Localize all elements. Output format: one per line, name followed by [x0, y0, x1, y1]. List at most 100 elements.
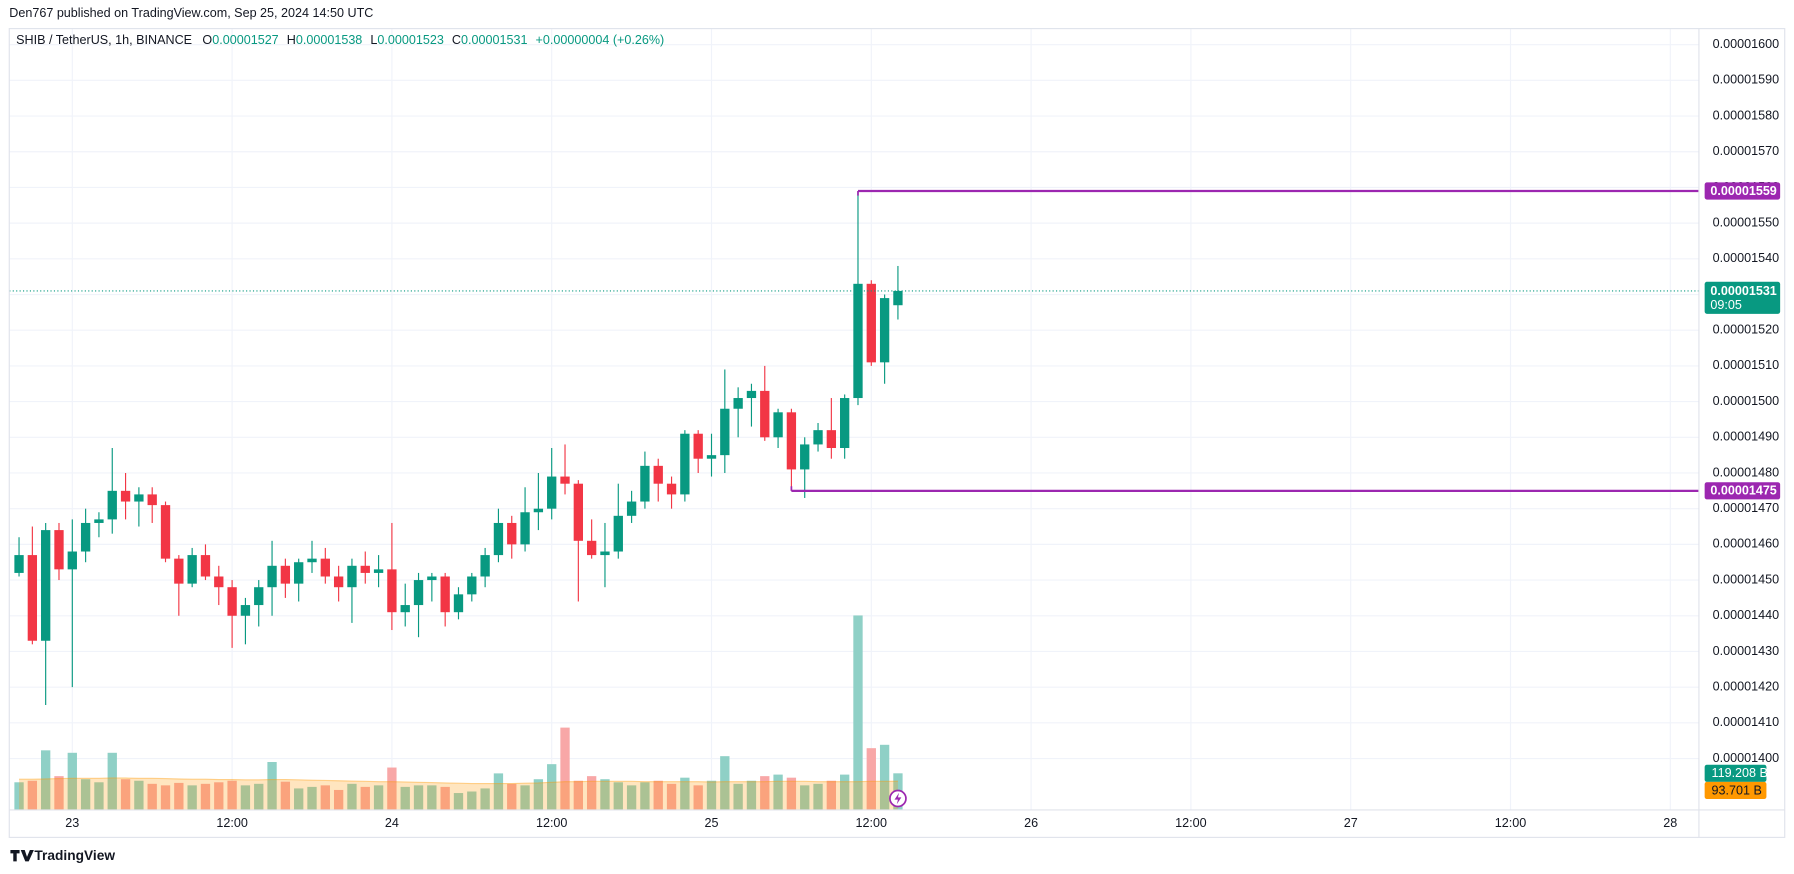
volume-bar — [573, 780, 583, 810]
candle-body — [147, 494, 157, 506]
volume-bar — [160, 785, 171, 810]
volume-bar — [453, 793, 464, 810]
l-label: L — [370, 34, 377, 48]
y-tick-label: 0.00001520 — [1713, 323, 1779, 337]
candle-body — [693, 433, 703, 459]
candle-body — [866, 283, 876, 363]
candle-body — [626, 501, 637, 516]
candle-body — [107, 490, 117, 520]
x-tick-label: 12:00 — [536, 816, 567, 830]
candle-body — [320, 558, 330, 577]
volume-bar — [733, 783, 743, 810]
y-tick-label: 0.00001450 — [1713, 572, 1779, 586]
y-tick-label: 0.00001510 — [1713, 358, 1779, 372]
volume-bar — [54, 776, 64, 810]
change: +0.00000004 (+0.26%) — [536, 34, 665, 48]
volume-bar — [400, 786, 410, 810]
candle-body — [307, 558, 317, 563]
price-pane — [9, 189, 1699, 808]
volume-bar — [600, 779, 610, 810]
o-label: O — [202, 34, 212, 48]
candle-body — [813, 430, 823, 445]
h-label: H — [287, 34, 296, 48]
y-tick-label: 0.00001490 — [1713, 430, 1779, 444]
candle-body — [214, 576, 224, 588]
volume-bar — [560, 727, 570, 810]
candle-body — [493, 522, 504, 556]
x-tick-label: 12:00 — [216, 816, 247, 830]
candle-body — [27, 555, 38, 641]
x-tick-label: 25 — [705, 816, 719, 830]
candle-body — [294, 562, 304, 584]
y-tick-label: 0.00001420 — [1713, 679, 1779, 693]
volume-bar — [866, 748, 876, 810]
volume-bar — [786, 777, 797, 810]
candle-body — [573, 483, 583, 541]
volume-bar — [320, 785, 330, 810]
level-label: 0.00001559 — [1710, 184, 1776, 198]
volume-bar — [720, 756, 730, 810]
candle-body — [134, 494, 144, 502]
brand: TradingView — [34, 848, 115, 863]
c-label: C — [452, 34, 461, 48]
volume-bar — [800, 785, 810, 810]
level-label: 0.00001475 — [1710, 484, 1776, 498]
volume-bar — [746, 780, 757, 810]
candle-body — [879, 298, 890, 363]
volume-bar — [813, 783, 823, 810]
x-tick-label: 26 — [1024, 816, 1038, 830]
y-tick-label: 0.00001470 — [1713, 501, 1779, 515]
candle-body — [174, 558, 184, 584]
y-tick-label: 0.00001570 — [1713, 144, 1779, 158]
volume-bar — [267, 762, 277, 810]
volume-label-box — [1704, 764, 1767, 782]
candle-body — [413, 580, 424, 606]
last-price-box — [1704, 281, 1781, 314]
volume-bar — [853, 615, 863, 810]
y-tick-label: 0.00001550 — [1713, 215, 1779, 229]
candle-body — [507, 522, 517, 545]
volume-bar — [360, 786, 370, 810]
volume-bar — [94, 782, 104, 810]
candle-body — [773, 412, 783, 438]
h-value: 0.00001538 — [296, 34, 362, 48]
volume-bar — [427, 785, 437, 810]
volume-bar — [347, 783, 357, 810]
volume-ma-line — [19, 777, 898, 785]
candle-body — [746, 390, 757, 399]
candle-body — [840, 398, 850, 449]
candle-body — [786, 412, 797, 470]
volume-bar — [373, 785, 384, 810]
symbol: SHIB / TetherUS, 1h, BINANCE — [16, 34, 192, 48]
footer-logo: TradingView — [10, 848, 115, 863]
volume-bar — [240, 785, 251, 810]
volume-bar — [107, 752, 117, 810]
volume-bar — [440, 786, 450, 810]
x-tick-label: 24 — [385, 816, 399, 830]
c-value: 0.00001531 — [461, 34, 527, 48]
volume-ma-area — [19, 777, 898, 810]
candle-body — [706, 455, 717, 459]
y-tick-label: 0.00001540 — [1713, 251, 1779, 265]
volume-bar — [67, 752, 77, 810]
volume-bar — [200, 783, 211, 810]
candle-body — [826, 430, 837, 449]
candle-body — [520, 512, 530, 545]
candle-body — [333, 576, 344, 588]
volume-bar — [520, 785, 530, 810]
candle-body — [586, 540, 597, 556]
o-value: 0.00001527 — [212, 34, 278, 48]
candle-body — [427, 576, 437, 581]
y-tick-label: 0.00001580 — [1713, 108, 1779, 122]
volume-bar — [533, 779, 544, 810]
volume-bar — [147, 783, 157, 810]
candle-body — [893, 290, 903, 306]
candle-body — [680, 433, 690, 495]
candle-body — [227, 587, 237, 616]
candle-body — [760, 390, 770, 438]
volume-bar — [214, 782, 224, 810]
volume-label: 119.208 B — [1712, 766, 1768, 780]
published-line: Den767 published on TradingView.com, Sep… — [9, 6, 373, 20]
candle-body — [80, 522, 91, 552]
candle-body — [733, 398, 743, 409]
